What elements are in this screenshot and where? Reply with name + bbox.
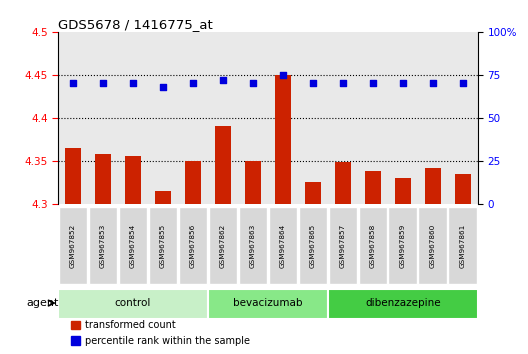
FancyBboxPatch shape <box>448 207 477 284</box>
FancyBboxPatch shape <box>419 207 447 284</box>
Text: bevacizumab: bevacizumab <box>233 298 303 308</box>
Point <box>429 81 437 86</box>
Point <box>309 81 317 86</box>
Bar <box>268 32 298 204</box>
Bar <box>244 161 261 204</box>
Bar <box>305 182 321 204</box>
Bar <box>358 32 388 204</box>
Text: GSM967857: GSM967857 <box>340 223 346 268</box>
Point <box>338 81 347 86</box>
Point <box>399 81 407 86</box>
FancyBboxPatch shape <box>328 207 357 284</box>
Point <box>99 81 107 86</box>
FancyBboxPatch shape <box>209 207 238 284</box>
Bar <box>88 32 118 204</box>
Bar <box>328 32 358 204</box>
Bar <box>425 167 441 204</box>
Bar <box>275 75 291 204</box>
Bar <box>448 32 478 204</box>
Text: GSM967852: GSM967852 <box>70 223 76 268</box>
Text: GSM967864: GSM967864 <box>280 223 286 268</box>
Text: GSM967861: GSM967861 <box>460 223 466 268</box>
Point <box>159 84 167 90</box>
FancyBboxPatch shape <box>119 207 147 284</box>
Text: GSM967860: GSM967860 <box>430 223 436 268</box>
Text: dibenzazepine: dibenzazepine <box>365 298 441 308</box>
FancyBboxPatch shape <box>89 207 117 284</box>
FancyBboxPatch shape <box>298 207 327 284</box>
Text: transformed count: transformed count <box>86 320 176 330</box>
Bar <box>215 126 231 204</box>
Text: GSM967859: GSM967859 <box>400 223 406 268</box>
FancyBboxPatch shape <box>269 207 297 284</box>
Bar <box>418 32 448 204</box>
Bar <box>335 162 351 204</box>
Point <box>69 81 77 86</box>
Bar <box>388 32 418 204</box>
Bar <box>394 178 411 204</box>
Bar <box>71 320 80 329</box>
Point <box>459 81 467 86</box>
Point <box>249 81 257 86</box>
Bar <box>155 191 171 204</box>
Bar <box>365 171 381 204</box>
Text: percentile rank within the sample: percentile rank within the sample <box>86 336 250 346</box>
Point <box>279 72 287 78</box>
Text: GSM967865: GSM967865 <box>310 223 316 268</box>
Text: GSM967862: GSM967862 <box>220 223 226 268</box>
FancyBboxPatch shape <box>239 207 267 284</box>
FancyBboxPatch shape <box>148 207 177 284</box>
Text: agent: agent <box>26 298 59 308</box>
Text: GDS5678 / 1416775_at: GDS5678 / 1416775_at <box>58 18 213 31</box>
Bar <box>125 156 142 204</box>
Text: GSM967856: GSM967856 <box>190 223 196 268</box>
Bar <box>185 161 201 204</box>
Bar <box>118 32 148 204</box>
FancyBboxPatch shape <box>178 207 208 284</box>
FancyBboxPatch shape <box>389 207 417 284</box>
Bar <box>71 336 80 345</box>
Point <box>129 81 137 86</box>
Text: GSM967853: GSM967853 <box>100 223 106 268</box>
Bar <box>298 32 328 204</box>
FancyBboxPatch shape <box>58 289 208 319</box>
Text: GSM967855: GSM967855 <box>160 223 166 268</box>
Bar <box>178 32 208 204</box>
FancyBboxPatch shape <box>59 207 88 284</box>
Bar <box>95 154 111 204</box>
Text: control: control <box>115 298 151 308</box>
FancyBboxPatch shape <box>328 289 478 319</box>
Bar <box>208 32 238 204</box>
FancyBboxPatch shape <box>359 207 388 284</box>
Bar <box>238 32 268 204</box>
Bar <box>58 32 88 204</box>
Text: GSM967858: GSM967858 <box>370 223 376 268</box>
FancyBboxPatch shape <box>208 289 328 319</box>
Bar <box>148 32 178 204</box>
Point <box>219 77 227 83</box>
Point <box>189 81 197 86</box>
Bar <box>455 173 471 204</box>
Point <box>369 81 377 86</box>
Text: GSM967863: GSM967863 <box>250 223 256 268</box>
Bar <box>65 148 81 204</box>
Text: GSM967854: GSM967854 <box>130 223 136 268</box>
